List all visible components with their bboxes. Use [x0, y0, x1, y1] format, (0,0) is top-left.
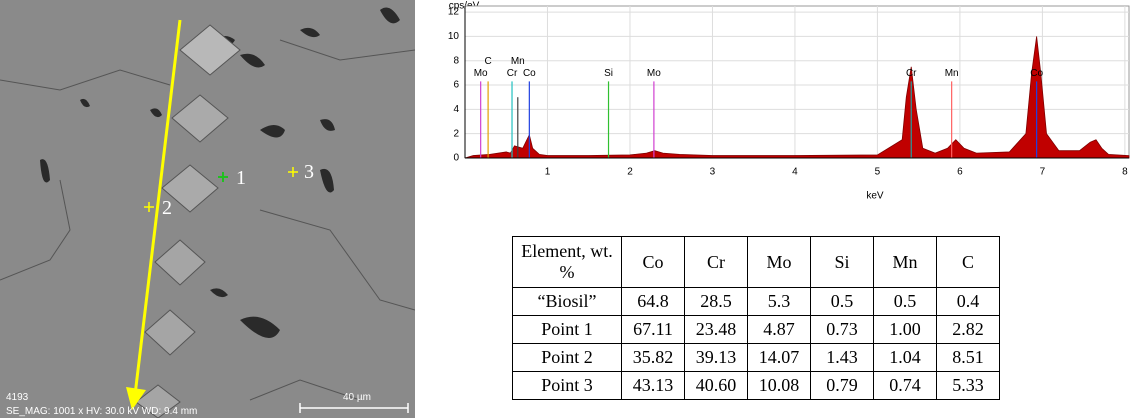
table-cell: 39.13	[684, 343, 748, 372]
x-tick-label: 3	[710, 167, 716, 178]
scale-bar	[299, 403, 409, 413]
table-cell: Point 1	[512, 315, 622, 344]
y-tick-label: 10	[448, 31, 460, 42]
table-cell: 2.82	[936, 315, 1000, 344]
peak-label: Cr	[507, 68, 518, 79]
table-cell: Element, wt. %	[512, 236, 622, 288]
x-tick-label: 6	[957, 167, 963, 178]
table-cell: 0.73	[810, 315, 874, 344]
peak-label: Mo	[474, 68, 488, 79]
table-cell: 0.5	[873, 287, 937, 316]
peak-label: Mo	[647, 68, 661, 79]
table-cell: Cr	[684, 236, 748, 288]
peak-label: C	[484, 56, 491, 67]
y-axis-label: cps/eV	[449, 1, 480, 12]
composition-table: Element, wt. % Co Cr Mo Si Mn C “Biosil” 64.8 28.…	[512, 236, 1000, 400]
peak-label: Co	[523, 68, 536, 79]
table-cell: 67.11	[621, 315, 685, 344]
dark-pores	[40, 7, 400, 339]
sample-id: 4193	[6, 392, 29, 403]
y-tick-label: 6	[453, 80, 459, 91]
table-cell: 1.43	[810, 343, 874, 372]
table-cell: 40.60	[684, 371, 748, 400]
table-cell: 5.33	[936, 371, 1000, 400]
point-label: 2	[162, 197, 172, 219]
x-tick-label: 2	[627, 167, 633, 178]
grain-boundaries	[0, 39, 415, 401]
table-cell: Mo	[747, 236, 811, 288]
table-cell: 0.4	[936, 287, 1000, 316]
table-row: Point 2 35.82 39.13 14.07 1.43 1.04 8.51	[512, 343, 1000, 372]
y-tick-label: 12	[448, 7, 460, 18]
table-cell: Si	[810, 236, 874, 288]
table-cell: 0.5	[810, 287, 874, 316]
y-tick-label: 4	[453, 104, 459, 115]
table-cell: 1.00	[873, 315, 937, 344]
table-cell: Mn	[873, 236, 937, 288]
table-cell: 14.07	[747, 343, 811, 372]
peak-label: Co	[1030, 68, 1043, 79]
point-label: 1	[236, 167, 246, 189]
x-axis-label: keV	[866, 191, 884, 202]
table-cell: C	[936, 236, 1000, 288]
table-cell: 43.13	[621, 371, 685, 400]
arrow-head	[126, 387, 146, 410]
table-cell: Point 3	[512, 371, 622, 400]
table-cell: 0.74	[873, 371, 937, 400]
table-cell: 28.5	[684, 287, 748, 316]
table-cell: 35.82	[621, 343, 685, 372]
y-tick-label: 8	[453, 55, 459, 66]
peak-label: Si	[604, 68, 613, 79]
table-cell: 64.8	[621, 287, 685, 316]
table-cell: “Biosil”	[512, 287, 622, 316]
table-cell: 23.48	[684, 315, 748, 344]
x-tick-label: 4	[792, 167, 798, 178]
point-marker	[144, 202, 154, 212]
table-row: “Biosil” 64.8 28.5 5.3 0.5 0.5 0.4	[512, 287, 1000, 316]
x-tick-label: 5	[875, 167, 881, 178]
sem-image: 1 2 3 4193 SE_MAG: 1001 x HV: 30.0 kV WD…	[0, 0, 415, 418]
spectrum-area	[464, 36, 1130, 159]
table-row: Point 1 67.11 23.48 4.87 0.73 1.00 2.82	[512, 315, 1000, 344]
table-body: Element, wt. % Co Cr Mo Si Mn C “Biosil” 64.8 28.…	[512, 236, 1000, 400]
x-tick-label: 8	[1122, 167, 1128, 178]
sem-info: SE_MAG: 1001 x HV: 30.0 kV WD: 9.4 mm	[6, 406, 197, 417]
scale-bar-label: 40 µm	[343, 392, 371, 403]
peak-label: Mn	[511, 56, 525, 67]
y-tick-label: 0	[453, 153, 459, 164]
indents	[135, 24, 241, 418]
table-cell: 5.3	[747, 287, 811, 316]
peak-label: Mn	[945, 68, 959, 79]
table-cell: 10.08	[747, 371, 811, 400]
point-marker	[288, 167, 298, 177]
y-tick-label: 2	[453, 128, 459, 139]
table-cell: Point 2	[512, 343, 622, 372]
table-cell: 1.04	[873, 343, 937, 372]
plot-area	[464, 5, 1130, 159]
peak-label: Cr	[906, 68, 917, 79]
point-marker	[218, 172, 228, 182]
table-cell: 0.79	[810, 371, 874, 400]
table-cell: Co	[621, 236, 685, 288]
table-row: Point 3 43.13 40.60 10.08 0.79 0.74 5.33	[512, 371, 1000, 400]
line-scan-arrow	[133, 19, 182, 396]
x-tick-label: 1	[545, 167, 551, 178]
table-cell: 4.87	[747, 315, 811, 344]
point-label: 3	[304, 161, 314, 183]
table-row: Element, wt. % Co Cr Mo Si Mn C	[512, 236, 1000, 288]
x-tick-label: 7	[1040, 167, 1046, 178]
table-cell: 8.51	[936, 343, 1000, 372]
